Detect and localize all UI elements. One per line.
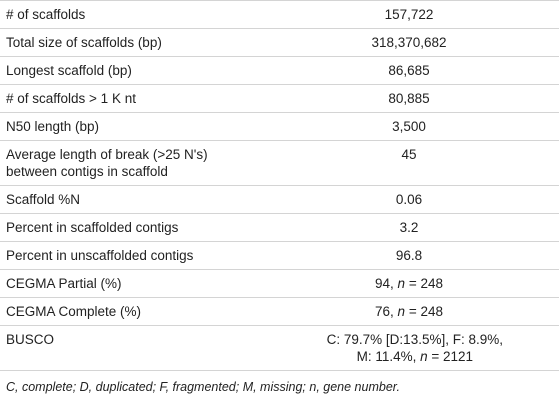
row-value: C: 79.7% [D:13.5%], F: 8.9%, M: 11.4%, n…	[259, 325, 559, 371]
row-label: # of scaffolds	[0, 0, 259, 29]
row-value: 3,500	[259, 112, 559, 141]
value-prefix: 94,	[375, 276, 398, 291]
table-row: Scaffold %N 0.06	[0, 185, 559, 214]
row-value: 0.06	[259, 185, 559, 214]
busco-line-2-suffix: = 2121	[427, 349, 474, 364]
row-label: Percent in scaffolded contigs	[0, 213, 259, 242]
row-label: CEGMA Complete (%)	[0, 297, 259, 326]
value-variable: n	[397, 276, 406, 291]
busco-line-2-prefix: M: 11.4%,	[356, 349, 421, 364]
table-row: Percent in unscaffolded contigs 96.8	[0, 241, 559, 270]
row-label: Average length of break (>25 N's) betwee…	[0, 140, 259, 186]
row-value: 76, n = 248	[259, 297, 559, 326]
busco-line-2-variable: n	[420, 349, 428, 364]
value-suffix: = 248	[405, 304, 443, 319]
row-value: 3.2	[259, 213, 559, 242]
table-row: N50 length (bp) 3,500	[0, 112, 559, 141]
table-footnote: C, complete; D, duplicated; F, fragmente…	[6, 380, 400, 394]
assembly-stats-table-wrap: # of scaffolds 157,722 Total size of sca…	[0, 0, 559, 394]
table-row: Longest scaffold (bp) 86,685	[0, 56, 559, 85]
assembly-stats-table: # of scaffolds 157,722 Total size of sca…	[0, 0, 559, 371]
row-value: 80,885	[259, 84, 559, 113]
row-label: BUSCO	[0, 325, 259, 371]
row-label: # of scaffolds > 1 K nt	[0, 84, 259, 113]
table-row: CEGMA Complete (%) 76, n = 248	[0, 297, 559, 326]
row-value: 96.8	[259, 241, 559, 270]
row-label: Percent in unscaffolded contigs	[0, 241, 259, 270]
table-row: Total size of scaffolds (bp) 318,370,682	[0, 28, 559, 57]
table-row: BUSCO C: 79.7% [D:13.5%], F: 8.9%, M: 11…	[0, 325, 559, 371]
table-row: # of scaffolds 157,722	[0, 0, 559, 29]
row-label: Scaffold %N	[0, 185, 259, 214]
row-label: Longest scaffold (bp)	[0, 56, 259, 85]
row-label: CEGMA Partial (%)	[0, 269, 259, 298]
value-prefix: 76,	[375, 304, 398, 319]
row-value: 318,370,682	[259, 28, 559, 57]
value-suffix: = 248	[405, 276, 443, 291]
busco-line-1: C: 79.7% [D:13.5%], F: 8.9%,	[326, 332, 503, 347]
row-value: 94, n = 248	[259, 269, 559, 298]
row-label: Total size of scaffolds (bp)	[0, 28, 259, 57]
table-row: CEGMA Partial (%) 94, n = 248	[0, 269, 559, 298]
row-value: 86,685	[259, 56, 559, 85]
row-label: N50 length (bp)	[0, 112, 259, 141]
row-value: 157,722	[259, 0, 559, 29]
row-value: 45	[259, 140, 559, 186]
table-row: # of scaffolds > 1 K nt 80,885	[0, 84, 559, 113]
table-row: Average length of break (>25 N's) betwee…	[0, 140, 559, 186]
table-row: Percent in scaffolded contigs 3.2	[0, 213, 559, 242]
value-variable: n	[397, 304, 406, 319]
